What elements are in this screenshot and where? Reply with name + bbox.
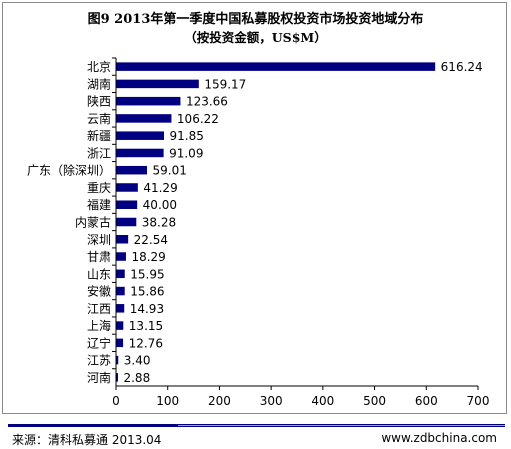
- bar-chart: 0 100 200 300 400 500 600 700 北京 616.24 湖南 159.17 陕西…: [27, 57, 490, 408]
- x-tick-label: 300: [260, 394, 283, 408]
- value-label: 3.40: [124, 354, 151, 368]
- x-tick-label: 100: [156, 394, 179, 408]
- bar: [116, 269, 125, 279]
- category-label: 重庆: [87, 181, 111, 195]
- bar: [116, 200, 138, 209]
- website-label: www.zdbchina.com: [381, 431, 497, 445]
- value-label: 13.15: [129, 319, 163, 333]
- bar: [116, 131, 164, 140]
- value-label: 123.66: [186, 95, 228, 109]
- x-tick-label: 200: [208, 394, 231, 408]
- bar: [116, 235, 129, 244]
- bar: [116, 373, 118, 382]
- x-tick-label: 0: [112, 394, 120, 408]
- bar: [116, 62, 436, 71]
- category-label: 浙江: [87, 146, 111, 160]
- bar: [116, 338, 124, 348]
- value-label: 22.54: [134, 233, 168, 247]
- bar: [116, 286, 125, 296]
- value-label: 616.24: [441, 60, 483, 74]
- value-label: 38.28: [142, 216, 176, 230]
- category-label: 安徽: [87, 284, 111, 299]
- value-label: 14.93: [130, 302, 164, 316]
- bar: [116, 114, 172, 123]
- bar: [116, 96, 181, 106]
- category-label: 内蒙古: [75, 215, 111, 230]
- bar: [116, 304, 125, 313]
- value-label: 91.09: [169, 146, 203, 160]
- category-label: 北京: [87, 60, 111, 74]
- x-tick-label: 700: [467, 394, 490, 408]
- source-note: 来源：清科私募通 2013.04: [12, 433, 162, 447]
- category-label: 广东（除深圳）: [27, 163, 111, 178]
- category-label: 辽宁: [87, 335, 111, 350]
- category-label: 上海: [87, 318, 111, 333]
- x-tick-label: 400: [311, 394, 334, 408]
- category-label: 陕西: [87, 94, 111, 109]
- category-label: 新疆: [87, 128, 111, 143]
- category-label: 江西: [87, 302, 111, 316]
- chart-subtitle: （按投资金额，US$M）: [184, 30, 327, 45]
- bar: [116, 148, 164, 158]
- bar: [116, 79, 199, 89]
- x-tick-label: 500: [363, 394, 386, 408]
- value-label: 91.85: [169, 129, 203, 143]
- category-label: 江苏: [87, 354, 111, 368]
- value-label: 59.01: [153, 164, 187, 178]
- footer-divider-light: [178, 425, 505, 426]
- value-label: 2.88: [123, 371, 150, 385]
- category-label: 福建: [87, 197, 111, 212]
- bar: [116, 217, 137, 227]
- value-label: 40.00: [143, 198, 177, 212]
- value-label: 106.22: [177, 112, 219, 126]
- value-label: 41.29: [143, 181, 177, 195]
- chart-title: 图9 2013年第一季度中国私募股权投资市场投资地域分布: [87, 12, 424, 27]
- bar: [116, 355, 119, 365]
- bar: [116, 321, 124, 330]
- category-label: 深圳: [87, 233, 111, 247]
- bar: [116, 252, 126, 261]
- category-label: 甘肃: [87, 250, 111, 264]
- category-label: 湖南: [87, 76, 111, 91]
- x-tick-label: 600: [415, 394, 438, 408]
- value-label: 15.95: [130, 267, 164, 281]
- category-label: 云南: [87, 111, 111, 126]
- value-label: 15.86: [130, 285, 164, 299]
- bar: [116, 183, 138, 192]
- bar: [116, 165, 148, 175]
- category-label: 山东: [87, 267, 111, 281]
- value-label: 12.76: [129, 336, 163, 350]
- value-label: 18.29: [131, 250, 165, 264]
- category-label: 河南: [87, 370, 111, 385]
- value-label: 159.17: [204, 77, 246, 91]
